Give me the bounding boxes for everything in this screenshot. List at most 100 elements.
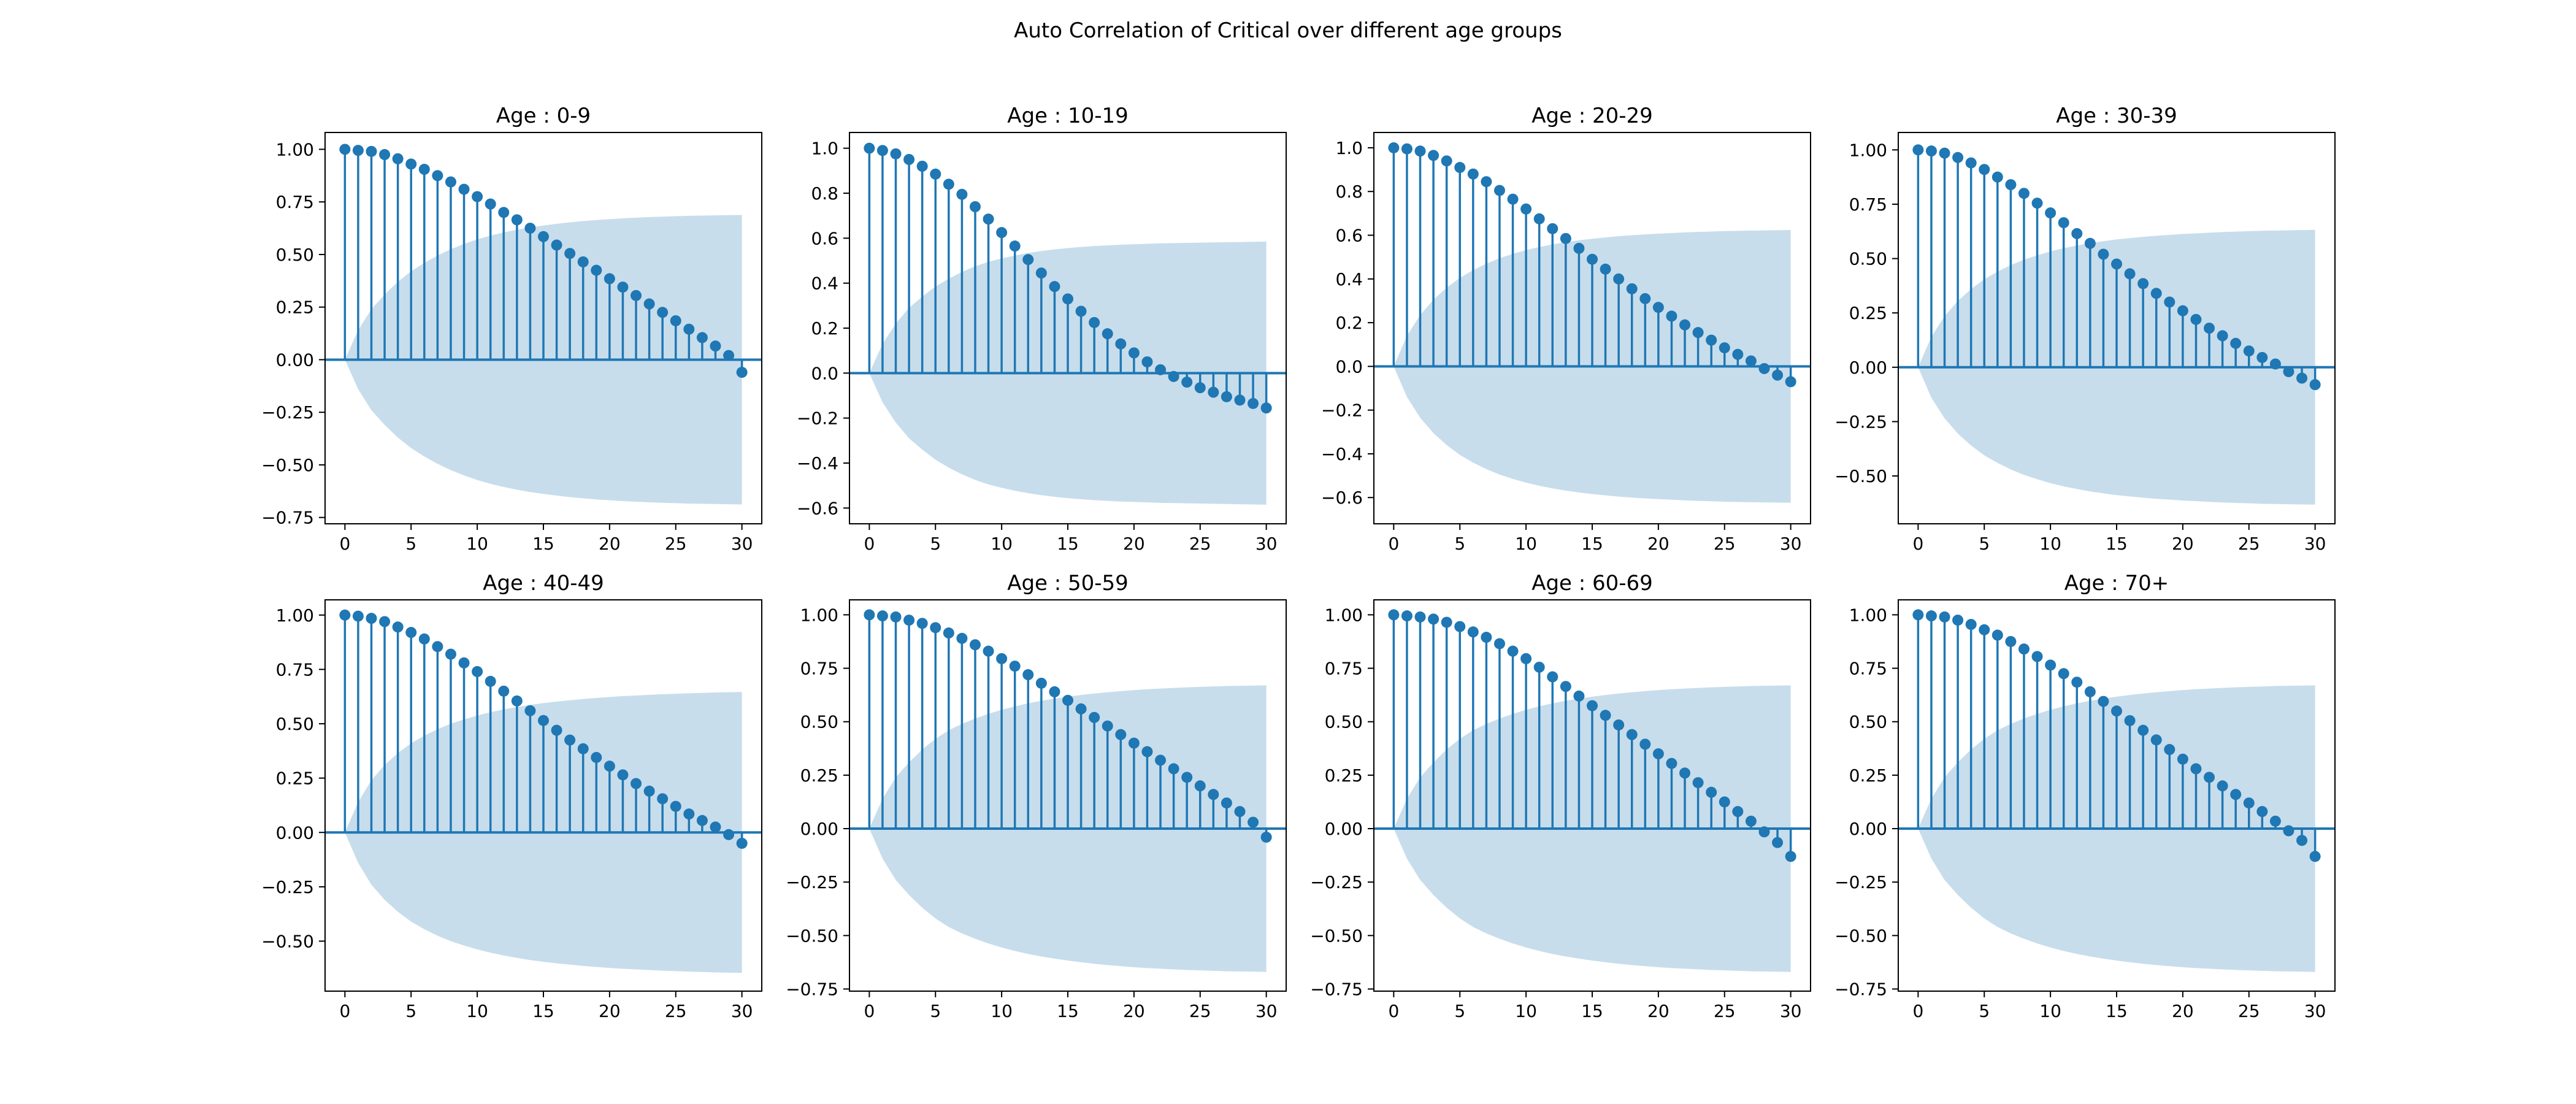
acf-marker — [983, 213, 994, 225]
acf-marker — [723, 829, 735, 840]
x-tick-label: 25 — [1714, 534, 1736, 554]
acf-marker — [1785, 851, 1796, 862]
acf-marker — [1075, 305, 1087, 317]
x-tick-label: 20 — [599, 534, 621, 554]
acf-marker — [1507, 193, 1519, 205]
acf-marker — [1454, 621, 1466, 632]
x-tick-label: 25 — [1189, 1001, 1211, 1021]
y-tick-label: 0.0 — [1335, 356, 1363, 377]
acf-marker — [2177, 753, 2188, 765]
x-tick-label: 15 — [1057, 1001, 1079, 1021]
x-tick-label: 10 — [2039, 1001, 2061, 1021]
acf-marker — [1745, 815, 1757, 827]
acf-marker — [1925, 145, 1937, 157]
acf-marker — [1587, 700, 1598, 711]
acf-marker — [1560, 232, 1571, 244]
acf-marker — [1912, 609, 1924, 621]
acf-marker — [2296, 372, 2308, 384]
acf-marker — [538, 715, 549, 726]
acf-marker — [1260, 831, 1272, 843]
acf-marker — [890, 611, 902, 623]
acf-marker — [445, 176, 456, 188]
x-tick-label: 0 — [1388, 1001, 1399, 1021]
y-tick-label: 0.8 — [1335, 182, 1363, 202]
acf-marker — [1547, 223, 1558, 234]
acf-marker — [339, 609, 351, 621]
y-tick-label: 1.0 — [811, 139, 838, 159]
acf-marker — [2217, 330, 2228, 342]
acf-marker — [1520, 653, 1532, 664]
acf-marker — [1248, 816, 1259, 828]
acf-marker — [1679, 767, 1691, 779]
x-tick-label: 25 — [1189, 534, 1211, 554]
x-tick-label: 20 — [599, 1001, 621, 1021]
acf-marker — [1533, 661, 1545, 673]
x-tick-label: 0 — [1912, 1001, 1923, 1021]
y-tick-label: −0.25 — [261, 402, 314, 423]
acf-marker — [1168, 370, 1179, 382]
y-tick-label: 0.50 — [276, 245, 314, 265]
acf-marker — [736, 837, 748, 849]
acf-marker — [683, 323, 695, 335]
y-tick-label: 0.00 — [1849, 819, 1887, 839]
acf-marker — [2164, 296, 2175, 308]
acf-marker — [2111, 705, 2122, 717]
acf-marker — [379, 149, 391, 161]
y-tick-label: −0.75 — [1310, 979, 1363, 1000]
acf-marker — [2269, 815, 2281, 827]
panel-title: Age : 50-59 — [1007, 571, 1129, 596]
acf-marker — [930, 168, 941, 180]
acf-marker — [876, 145, 888, 156]
acf-marker — [1719, 796, 1730, 808]
y-tick-label: 0.75 — [276, 659, 314, 680]
x-tick-label: 15 — [1057, 534, 1079, 554]
acf-marker — [551, 724, 562, 736]
acf-marker — [683, 808, 695, 820]
x-tick-label: 5 — [1454, 1001, 1465, 1021]
y-tick-label: 1.00 — [1849, 140, 1887, 160]
y-tick-label: −0.75 — [786, 979, 838, 1000]
acf-marker — [511, 695, 523, 707]
x-tick-label: 5 — [405, 1001, 416, 1021]
acf-marker — [524, 705, 536, 716]
acf-panel-4: Age : 30-39 0 5 10 15 20 25 30 −0.50 −0.25 0.00 0.2… — [1834, 104, 2336, 554]
acf-marker — [2098, 696, 2109, 707]
acf-marker — [2269, 358, 2281, 370]
acf-marker — [1221, 797, 1232, 809]
acf-marker — [864, 609, 875, 621]
acf-marker — [1639, 293, 1651, 304]
y-tick-label: −0.50 — [1834, 466, 1887, 486]
acf-marker — [1979, 624, 1990, 635]
acf-marker — [432, 170, 443, 182]
x-tick-label: 30 — [2304, 534, 2326, 554]
y-tick-label: 1.00 — [800, 605, 838, 625]
acf-marker — [943, 178, 954, 190]
x-tick-label: 20 — [2172, 1001, 2194, 1021]
y-tick-label: −0.50 — [786, 926, 838, 946]
acf-marker — [1613, 719, 1625, 730]
acf-marker — [1772, 837, 1784, 848]
acf-marker — [2045, 659, 2057, 671]
acf-marker — [643, 785, 655, 797]
y-tick-label: 0.4 — [811, 274, 838, 294]
acf-marker — [2031, 651, 2043, 662]
x-tick-label: 0 — [1388, 534, 1399, 554]
x-tick-label: 15 — [532, 534, 554, 554]
x-tick-label: 0 — [339, 1001, 350, 1021]
acf-marker — [643, 298, 655, 310]
acf-marker — [1573, 242, 1585, 254]
acf-marker — [1388, 609, 1400, 621]
y-tick-label: −0.2 — [797, 408, 838, 429]
acf-marker — [916, 161, 928, 172]
acf-marker — [1758, 826, 1770, 838]
y-tick-label: 1.00 — [276, 139, 314, 159]
acf-marker — [458, 657, 470, 669]
acf-marker — [1049, 686, 1060, 697]
x-tick-label: 25 — [665, 534, 687, 554]
acf-marker — [2018, 188, 2030, 199]
x-tick-label: 0 — [864, 534, 875, 554]
y-tick-label: 0.25 — [800, 765, 838, 786]
y-tick-label: 0.25 — [1849, 765, 1887, 786]
acf-marker — [524, 223, 536, 234]
acf-marker — [2098, 248, 2109, 260]
